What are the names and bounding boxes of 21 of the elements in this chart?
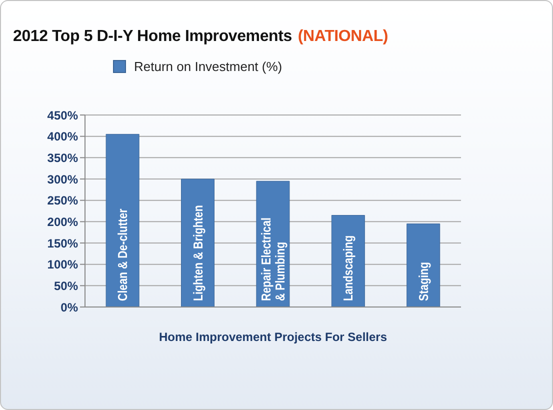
legend-label: Return on Investment (%)	[134, 59, 282, 74]
x-tick-label: Clean & De-clutter	[115, 208, 130, 301]
x-tick-label: Repair Electrical & Plumbing	[258, 218, 288, 301]
y-tick-label: 450%	[47, 108, 78, 122]
y-tick-label: 200%	[47, 214, 78, 229]
x-tick-label: Staging	[416, 262, 432, 301]
y-tick-label: 350%	[47, 150, 78, 165]
x-axis-title: Home Improvement Projects For Sellers	[158, 330, 388, 344]
x-tick-label: Lighten & Brighten	[190, 205, 206, 301]
y-tick-label: 50%	[54, 278, 78, 293]
y-tick-label: 400%	[47, 130, 78, 144]
y-tick-label: 0%	[60, 300, 78, 314]
bar	[106, 134, 140, 307]
y-tick-label: 300%	[47, 172, 78, 186]
x-tick-label: Landscaping	[340, 235, 356, 301]
y-tick-label: 250%	[47, 194, 78, 208]
chart-title: 2012 Top 5 D-I-Y Home Improvements	[13, 28, 292, 45]
bar	[406, 224, 440, 307]
y-tick-label: 150%	[47, 236, 78, 250]
chart-subtitle: (NATIONAL)	[298, 28, 388, 45]
y-tick-label: 100%	[47, 258, 78, 272]
